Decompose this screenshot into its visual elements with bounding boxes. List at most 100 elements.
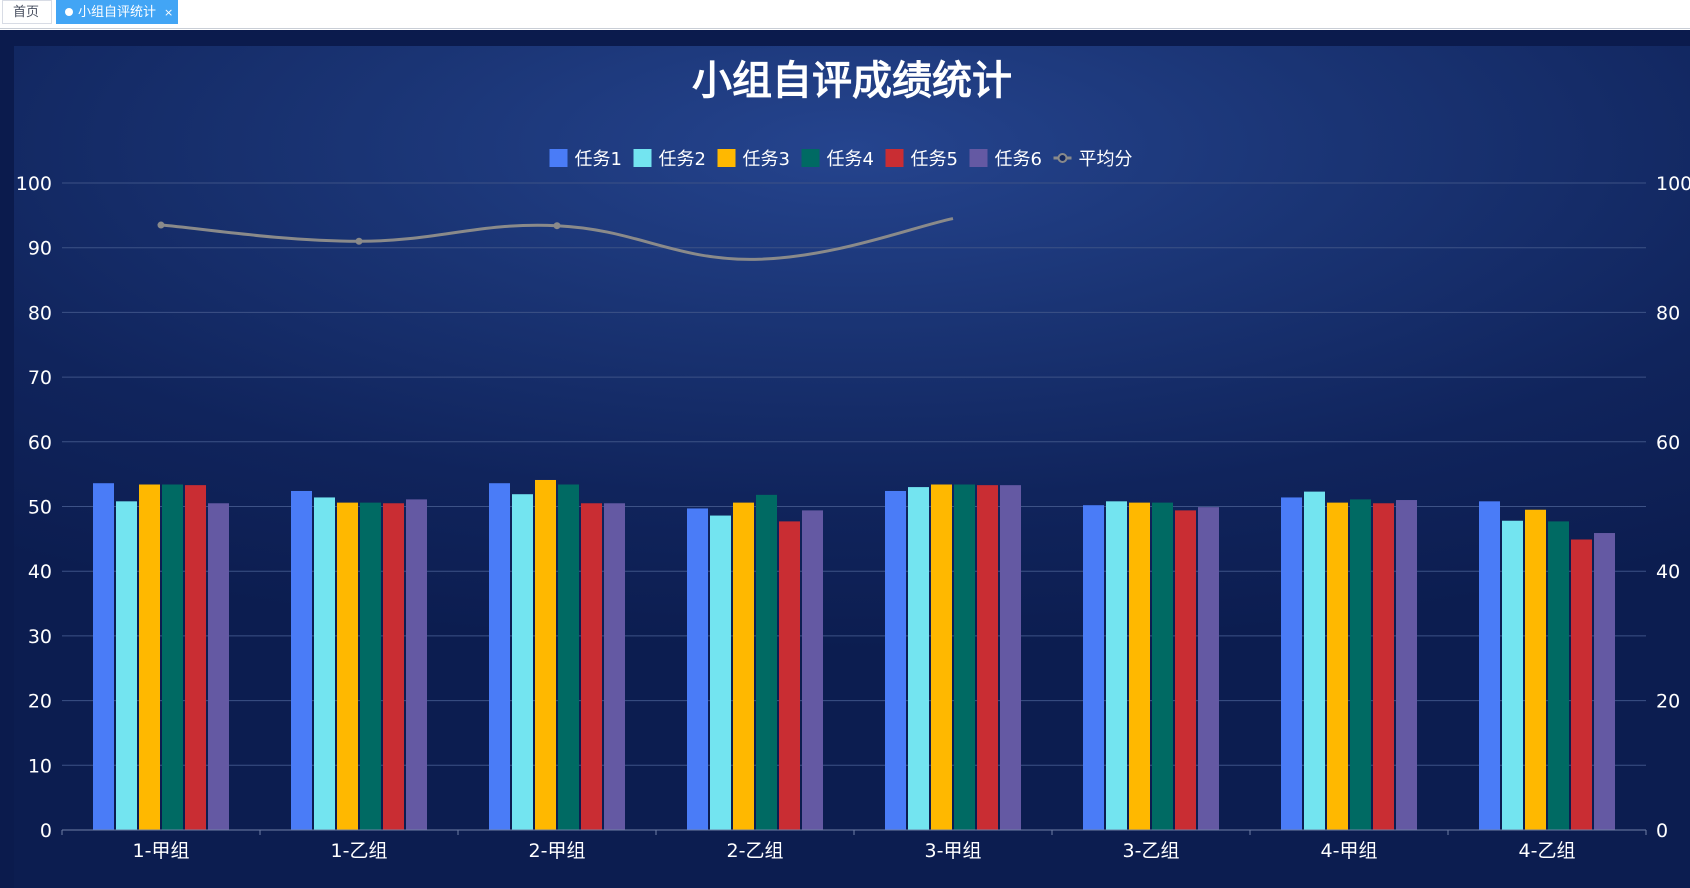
y-left-tick-label: 20 bbox=[28, 691, 52, 713]
bar-任务2 bbox=[512, 494, 533, 830]
bar-任务4 bbox=[1152, 502, 1173, 830]
legend-swatch bbox=[969, 149, 988, 167]
bar-任务6 bbox=[1396, 500, 1417, 830]
bar-任务1 bbox=[489, 483, 510, 830]
bar-任务4 bbox=[162, 484, 183, 830]
bar-任务4 bbox=[1548, 521, 1569, 830]
bar-任务3 bbox=[733, 502, 754, 830]
tab-home[interactable]: 首页 bbox=[2, 0, 52, 24]
x-category-label: 4-甲组 bbox=[1321, 840, 1378, 862]
bar-任务4 bbox=[360, 502, 381, 830]
chart-stage: 0 10 20 30 40 50 60 70 80 90 100 0 20 40 60 80 100 1-甲组 1-… bbox=[0, 30, 1690, 888]
bar-任务5 bbox=[1373, 503, 1394, 830]
bar-任务3 bbox=[535, 479, 556, 830]
y-left-tick-label: 40 bbox=[28, 561, 52, 583]
x-category-label: 1-甲组 bbox=[133, 840, 190, 862]
bar-任务6 bbox=[802, 510, 823, 830]
bar-任务6 bbox=[1594, 533, 1615, 830]
legend-line-marker-icon bbox=[1057, 153, 1068, 163]
bar-任务1 bbox=[1281, 497, 1302, 830]
bar-任务2 bbox=[1304, 491, 1325, 830]
legend-swatch bbox=[801, 149, 820, 167]
bar-任务3 bbox=[931, 484, 952, 830]
tab-group-self-eval[interactable]: 小组自评统计 × bbox=[56, 0, 178, 24]
bar-任务4 bbox=[1350, 499, 1371, 830]
bar-任务5 bbox=[779, 521, 800, 830]
bar-任务2 bbox=[1106, 501, 1127, 830]
bar-任务5 bbox=[185, 485, 206, 830]
legend-label: 平均分 bbox=[1079, 149, 1133, 170]
line-layer bbox=[157, 217, 954, 261]
legend-swatch bbox=[717, 149, 736, 167]
legend-swatch bbox=[885, 149, 904, 167]
bar-任务2 bbox=[908, 487, 929, 830]
y-left-tick-label: 80 bbox=[28, 302, 52, 324]
bar-任务1 bbox=[1083, 505, 1104, 830]
chart-panel: 0 10 20 30 40 50 60 70 80 90 100 0 20 40 60 80 100 1-甲组 1-… bbox=[14, 46, 1690, 888]
bar-layer bbox=[93, 479, 1615, 830]
x-category-label: 2-乙组 bbox=[727, 840, 784, 862]
bar-任务2 bbox=[116, 501, 137, 830]
bar-任务3 bbox=[1327, 502, 1348, 830]
bar-任务1 bbox=[291, 490, 312, 830]
bar-任务6 bbox=[1000, 485, 1021, 830]
bar-任务5 bbox=[581, 503, 602, 830]
y-right-tick-label: 0 bbox=[1656, 820, 1668, 842]
bar-任务5 bbox=[977, 485, 998, 830]
y-left-tick-label: 0 bbox=[40, 820, 52, 842]
legend-label: 任务6 bbox=[995, 149, 1042, 170]
x-category-label: 3-甲组 bbox=[925, 840, 982, 862]
bar-任务3 bbox=[1129, 502, 1150, 830]
bar-任务3 bbox=[139, 484, 160, 830]
bar-任务5 bbox=[383, 503, 404, 830]
bar-任务1 bbox=[93, 483, 114, 830]
y-left-tick-label: 50 bbox=[28, 497, 52, 519]
legend-label: 任务1 bbox=[575, 149, 622, 170]
chart-svg: 0 10 20 30 40 50 60 70 80 90 100 0 20 40 60 80 100 1-甲组 1-… bbox=[16, 58, 1690, 862]
bar-任务6 bbox=[406, 499, 427, 830]
legend-label: 任务5 bbox=[911, 149, 958, 170]
bar-任务4 bbox=[954, 484, 975, 830]
average-point bbox=[355, 237, 363, 245]
y-left-tick-label: 100 bbox=[16, 173, 52, 195]
y-left-tick-label: 10 bbox=[28, 755, 52, 777]
y-right-tick-label: 60 bbox=[1656, 432, 1680, 454]
bar-任务2 bbox=[710, 515, 731, 830]
bar-任务6 bbox=[208, 503, 229, 830]
chart-title: 小组自评成绩统计 bbox=[692, 58, 1012, 104]
legend-label: 任务2 bbox=[659, 149, 706, 170]
bar-任务2 bbox=[1502, 520, 1523, 830]
tab-bar: 首页 小组自评统计 × bbox=[0, 0, 1690, 29]
bar-任务2 bbox=[314, 497, 335, 830]
y-left-tick-label: 30 bbox=[28, 626, 52, 648]
average-point bbox=[553, 222, 561, 230]
active-dot-icon bbox=[65, 8, 73, 16]
y-left-tick-label: 90 bbox=[28, 238, 52, 260]
legend-label: 任务4 bbox=[827, 149, 874, 170]
x-category-label: 1-乙组 bbox=[331, 840, 388, 862]
y-left-tick-label: 60 bbox=[28, 432, 52, 454]
average-point bbox=[157, 221, 165, 229]
tab-group-self-eval-label: 小组自评统计 bbox=[78, 5, 157, 20]
bar-任务3 bbox=[337, 502, 358, 830]
y-right-tick-label: 100 bbox=[1656, 173, 1690, 195]
axis-layer: 0 10 20 30 40 50 60 70 80 90 100 0 20 40 60 80 100 1-甲组 1-… bbox=[16, 173, 1690, 862]
bar-任务1 bbox=[885, 490, 906, 830]
y-right-tick-label: 20 bbox=[1656, 691, 1680, 713]
tab-home-label: 首页 bbox=[13, 5, 40, 20]
legend-swatch bbox=[549, 149, 568, 167]
legend-label: 任务3 bbox=[743, 149, 790, 170]
bar-任务5 bbox=[1175, 510, 1196, 830]
bar-任务6 bbox=[1198, 507, 1219, 830]
x-category-label: 3-乙组 bbox=[1123, 840, 1180, 862]
bar-任务1 bbox=[1479, 501, 1500, 830]
x-category-label: 4-乙组 bbox=[1519, 840, 1576, 862]
bar-任务5 bbox=[1571, 539, 1592, 830]
bar-任务3 bbox=[1525, 509, 1546, 830]
x-category-label: 2-甲组 bbox=[529, 840, 586, 862]
y-left-tick-label: 70 bbox=[28, 367, 52, 389]
close-icon[interactable]: × bbox=[164, 6, 174, 19]
legend-layer: 任务1 任务2 任务3 任务4 任务5 任务6 平均分 bbox=[549, 149, 1133, 170]
y-right-tick-label: 40 bbox=[1656, 561, 1680, 583]
legend-swatch bbox=[633, 149, 652, 167]
